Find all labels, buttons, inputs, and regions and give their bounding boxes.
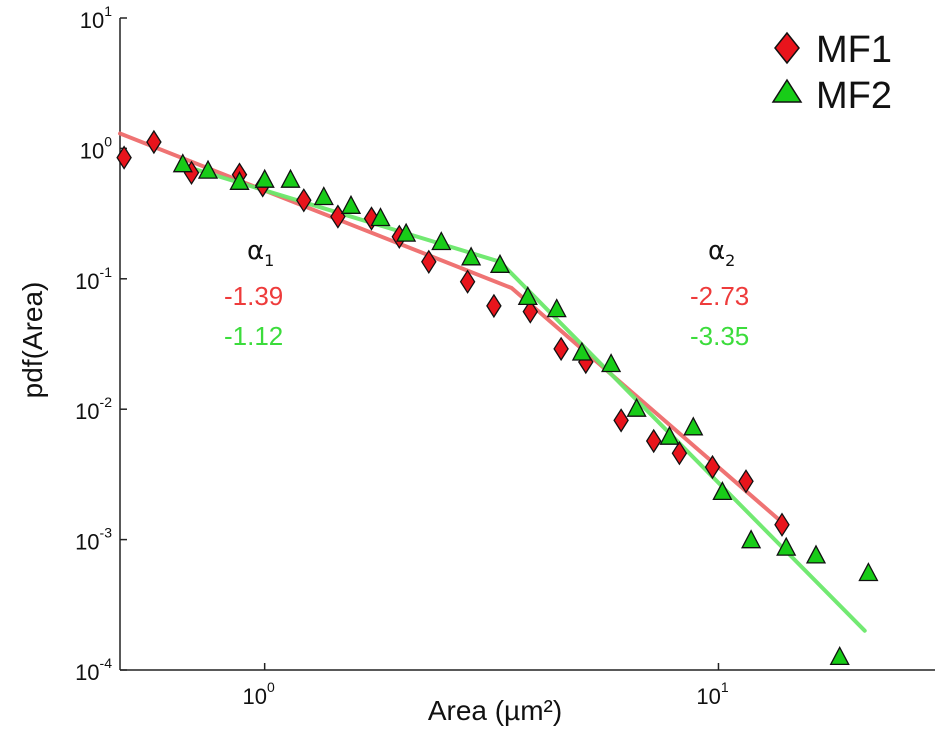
alpha2-mf1-value: -2.73	[690, 281, 749, 311]
data-point-mf1	[553, 336, 569, 362]
y-tick-label: 101	[80, 3, 112, 33]
data-point-mf1	[330, 204, 346, 229]
data-markers	[116, 129, 879, 666]
data-point-mf1	[459, 269, 476, 294]
alpha2-annotation: α2 -2.73 -3.35	[690, 236, 749, 351]
data-point-mf2	[776, 536, 797, 556]
data-point-mf2	[254, 168, 275, 188]
alpha2-label: α2	[708, 236, 735, 270]
data-point-mf2	[829, 646, 850, 666]
y-tick-label: 10-1	[75, 264, 112, 294]
data-point-mf2	[546, 298, 567, 318]
x-axis-title: Area (µm²)	[428, 695, 562, 726]
y-tick-label: 100	[80, 133, 112, 163]
legend-marker-mf1	[774, 31, 800, 65]
data-point-mf2	[370, 207, 391, 227]
legend-entry-mf2: MF2	[771, 75, 892, 117]
data-point-mf1	[486, 293, 502, 319]
data-point-mf1	[774, 512, 790, 537]
data-point-mf2	[571, 341, 592, 361]
data-point-mf2	[805, 544, 827, 564]
data-point-mf2	[601, 353, 622, 373]
fit-line-mf1	[118, 131, 787, 527]
legend-marker-mf2	[771, 78, 803, 103]
x-axis-ticks: 100 101	[243, 663, 729, 709]
data-point-mf1	[704, 454, 721, 480]
alpha2-mf2-value: -3.35	[690, 321, 749, 351]
alpha1-mf1-value: -1.39	[224, 281, 283, 311]
data-point-mf2	[683, 416, 704, 436]
data-point-mf2	[712, 481, 733, 501]
data-point-mf1	[738, 469, 754, 494]
data-point-mf1	[613, 408, 629, 433]
data-point-mf2	[858, 562, 879, 582]
data-point-mf1	[645, 428, 662, 454]
y-axis-ticks: 101 100 10-1 10-2 10-3 10-4	[75, 3, 127, 685]
data-point-mf2	[461, 246, 482, 266]
data-point-mf1	[116, 145, 132, 170]
alpha1-label: α1	[247, 236, 274, 270]
data-point-mf2	[313, 186, 334, 206]
data-point-mf2	[396, 222, 417, 242]
y-axis-title: pdf(Area)	[17, 282, 48, 399]
legend: MF1 MF2	[771, 29, 892, 117]
data-point-mf2	[280, 168, 301, 188]
data-point-mf1	[421, 249, 437, 275]
data-point-mf2	[431, 231, 452, 251]
data-point-mf2	[741, 529, 762, 549]
data-point-mf2	[197, 159, 219, 179]
data-point-mf2	[659, 425, 680, 445]
alpha1-mf2-value: -1.12	[224, 321, 283, 351]
alpha1-annotation: α1 -1.39 -1.12	[224, 236, 283, 351]
legend-label-mf2: MF2	[816, 75, 892, 117]
data-point-mf2	[517, 286, 538, 306]
data-point-mf1	[522, 299, 539, 324]
y-tick-label: 10-4	[75, 655, 112, 685]
fit-line-mf2	[180, 163, 867, 633]
x-tick-label: 100	[243, 679, 275, 709]
data-point-mf1	[146, 129, 162, 155]
axes: 101 100 10-1 10-2 10-3 10-4 100 101	[75, 3, 935, 709]
data-point-mf2	[626, 397, 647, 417]
data-point-mf2	[172, 153, 193, 173]
data-point-mf1	[296, 188, 312, 213]
legend-entry-mf1: MF1	[774, 29, 892, 71]
y-tick-label: 10-3	[75, 525, 112, 555]
y-tick-label: 10-2	[75, 394, 112, 424]
data-point-mf1	[671, 440, 688, 466]
data-point-mf2	[489, 253, 511, 273]
x-tick-label: 101	[696, 679, 728, 709]
fit-lines	[118, 131, 867, 633]
data-point-mf2	[229, 170, 250, 190]
legend-label-mf1: MF1	[816, 29, 892, 71]
data-point-mf2	[340, 194, 362, 214]
